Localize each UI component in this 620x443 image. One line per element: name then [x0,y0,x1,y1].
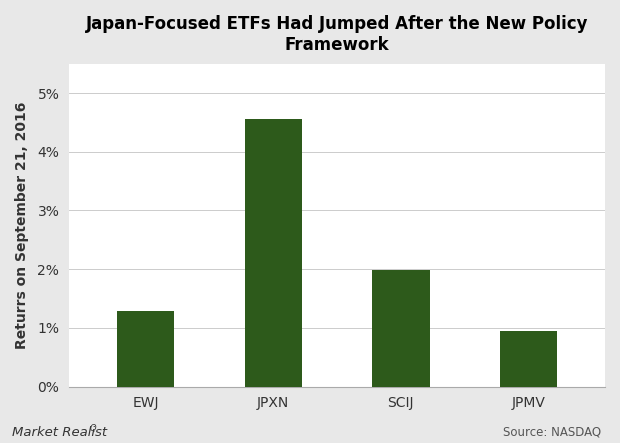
Bar [372,270,430,387]
Text: Q: Q [90,424,97,433]
Text: Source: NASDAQ: Source: NASDAQ [503,426,601,439]
Title: Japan-Focused ETFs Had Jumped After the New Policy
Framework: Japan-Focused ETFs Had Jumped After the … [86,15,588,54]
Text: Market Realist: Market Realist [12,426,107,439]
Bar [244,119,302,387]
Bar [117,311,174,387]
Y-axis label: Returrs on September 21, 2016: Returrs on September 21, 2016 [15,101,29,349]
Bar [500,331,557,387]
